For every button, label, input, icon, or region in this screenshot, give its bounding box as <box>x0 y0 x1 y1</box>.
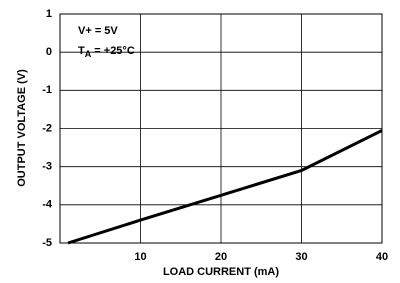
y-tick-label: 1 <box>46 8 52 20</box>
y-tick-label: -4 <box>42 199 53 211</box>
annotation: TA = +25°C <box>78 45 135 59</box>
x-tick-label: 30 <box>295 251 307 263</box>
y-tick-label: -2 <box>42 122 52 134</box>
y-tick-label: 0 <box>46 46 52 58</box>
data-line <box>67 129 383 245</box>
x-axis-label: LOAD CURRENT (mA) <box>163 266 279 278</box>
x-tick-label: 10 <box>134 251 146 263</box>
y-tick-label: -1 <box>42 84 52 96</box>
y-tick-label: -3 <box>42 161 52 173</box>
annotation-subscript: A <box>85 49 92 59</box>
y-tick-label: -5 <box>42 237 52 249</box>
y-axis-label: OUTPUT VOLTAGE (V) <box>16 69 28 187</box>
x-tick-label: 40 <box>376 251 388 263</box>
annotation-text: = +25°C <box>91 45 135 57</box>
annotation: V+ = 5V <box>78 25 118 37</box>
annotation-symbol: T <box>78 45 85 57</box>
x-tick-label: 20 <box>215 251 227 263</box>
